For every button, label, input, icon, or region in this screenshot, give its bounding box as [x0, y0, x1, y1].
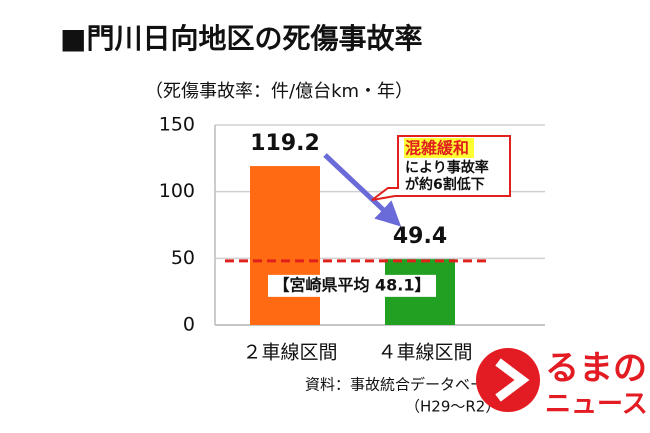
value-label: 119.2	[250, 131, 320, 156]
callout-highlight	[404, 138, 474, 158]
chart-title: ■門川日向地区の死傷事故率	[60, 22, 422, 55]
logo-icon	[495, 358, 530, 402]
logo-text: るまの	[545, 349, 647, 389]
y-tick-label: 100	[159, 180, 195, 202]
x-tick-label: ２車線区間	[242, 342, 337, 364]
y-tick-label: 50	[171, 247, 195, 269]
arrow	[323, 153, 402, 227]
callout-text: 混雑緩和	[405, 139, 469, 158]
x-tick-label: ４車線区間	[377, 342, 472, 364]
reference-label-bg	[268, 274, 436, 297]
y-tick-label: 150	[159, 114, 195, 136]
logo-text: ニュース	[545, 390, 648, 420]
y-axis-label: （死傷事故率：件/億台km・年）	[145, 81, 413, 102]
value-label: 49.4	[393, 224, 447, 249]
reference-label: 【宮崎県平均 48.1】	[273, 275, 430, 294]
source: 資料：事故統合データベース	[305, 376, 499, 394]
logo: るまの ニュース	[476, 348, 648, 420]
bar	[250, 166, 320, 325]
callout-text: により事故率	[405, 159, 489, 176]
logo-icon	[476, 348, 540, 412]
y-tick-label: 0	[183, 314, 195, 336]
source: （H29～R2）	[405, 398, 500, 416]
callout-text: が約6割低下	[405, 176, 485, 193]
